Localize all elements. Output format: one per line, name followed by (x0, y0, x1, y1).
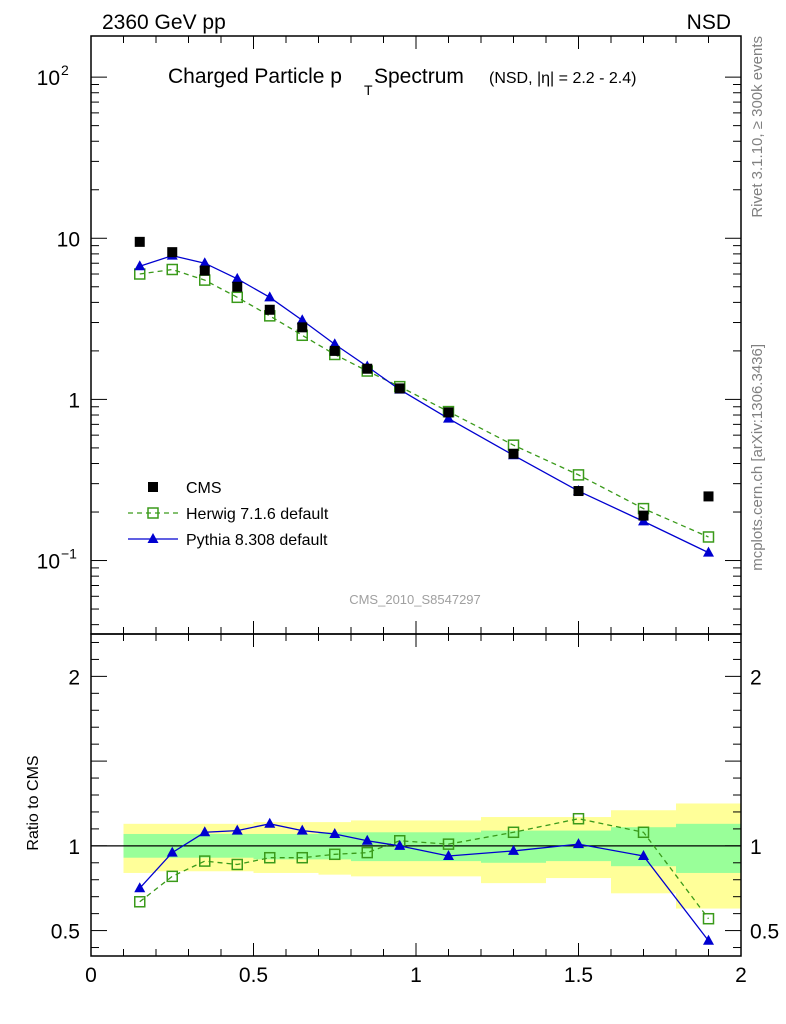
herwig-point (507, 826, 520, 839)
x-tick-label: 0.5 (239, 964, 268, 987)
pythia-point (231, 824, 243, 835)
ratio-ylabel: Ratio to CMS (25, 755, 42, 850)
pythia-point (573, 838, 584, 849)
herwig-point (231, 291, 243, 304)
cms-point (297, 322, 308, 333)
pythia-point (443, 412, 454, 423)
pythia-point (394, 839, 406, 850)
herwig-point (329, 848, 341, 861)
herwig-point (361, 846, 373, 859)
watermark: CMS_2010_S8547297 (349, 592, 481, 607)
legend-pythia-label: Pythia 8.308 default (186, 532, 328, 549)
cms-point (443, 407, 454, 418)
header-right: NSD (687, 11, 731, 34)
y-tick-label-right: 0.5 (750, 921, 779, 944)
chart-title: Charged Particle p (168, 65, 342, 88)
band-inner (676, 823, 741, 873)
legend-pythia-marker (147, 533, 159, 543)
pythia-point (329, 827, 341, 838)
pythia-point (264, 817, 276, 828)
herwig-line (139, 268, 709, 538)
pythia-point (329, 338, 341, 349)
cms-point (199, 265, 210, 276)
pythia-point (264, 291, 276, 302)
legend-cms-marker (148, 482, 158, 492)
pythia-point (166, 846, 178, 857)
chart-title-rest: Spectrum (374, 65, 464, 88)
y-tick-label-right: 1 (750, 836, 762, 859)
pythia-line (139, 254, 709, 554)
cms-point (703, 491, 714, 502)
legend-cms-label: CMS (186, 480, 222, 497)
pythia-point (296, 314, 308, 325)
y-tick-label: 10 (37, 551, 60, 574)
herwig-point (296, 851, 308, 864)
cms-point (134, 236, 145, 247)
y-tick-exponent: 2 (61, 62, 69, 78)
y-tick-label: 1 (68, 836, 80, 859)
herwig-point (637, 826, 650, 839)
herwig-point (702, 531, 715, 543)
x-tick-label: 2 (735, 964, 747, 987)
ratio-frame (90, 633, 742, 957)
pythia-point (134, 260, 146, 271)
cms-point (573, 486, 584, 497)
pythia-point (703, 546, 714, 557)
herwig-point (199, 855, 211, 867)
pythia-point (231, 272, 243, 283)
cms-point (638, 510, 649, 521)
herwig-point (702, 912, 715, 925)
pythia-point (296, 824, 308, 835)
pythia-point (199, 826, 211, 837)
pythia-point (361, 834, 373, 845)
pythia-point (703, 934, 714, 945)
rivet-label: Rivet 3.1.10, ≥ 300k events (749, 36, 766, 218)
herwig-point (572, 469, 585, 481)
legend-herwig-label: Herwig 7.1.6 default (186, 506, 329, 523)
header-left: 2360 GeV pp (102, 11, 226, 34)
pythia-point (638, 850, 649, 861)
herwig-point (572, 812, 585, 825)
band-inner (286, 833, 319, 860)
cms-point (264, 304, 275, 315)
pythia-point (443, 850, 454, 861)
x-tick-label: 1 (410, 964, 422, 987)
x-tick-label: 0 (85, 964, 97, 987)
pythia-point (134, 882, 146, 893)
cms-point (362, 363, 373, 374)
pythia-line (139, 823, 710, 942)
herwig-point (442, 838, 455, 850)
y-tick-label: 0.5 (51, 921, 80, 944)
cms-point (508, 448, 519, 459)
herwig-point (166, 870, 178, 883)
chart-title-subscript: T (364, 82, 373, 98)
legend-herwig-marker (147, 507, 159, 519)
mcplots-label: mcplots.cern.ch [arXiv:1306.3436] (749, 344, 766, 571)
y-tick-label: 10 (57, 228, 80, 251)
band-inner (253, 833, 286, 860)
y-tick-label: 2 (68, 666, 80, 689)
cms-point (394, 383, 405, 394)
herwig-point (264, 851, 276, 864)
pythia-point (199, 257, 211, 268)
herwig-point (231, 858, 243, 871)
x-tick-label: 1.5 (564, 964, 593, 987)
cms-point (329, 345, 340, 356)
cms-point (167, 247, 178, 258)
herwig-point (134, 896, 146, 908)
cms-point (232, 281, 243, 292)
y-tick-exponent: −1 (61, 546, 77, 562)
pythia-point (508, 844, 519, 855)
chart-title-note: (NSD, |η| = 2.2 - 2.4) (489, 70, 636, 87)
herwig-point (166, 263, 178, 276)
y-tick-label: 1 (68, 389, 80, 412)
y-tick-label: 10 (37, 67, 60, 90)
y-tick-label-right: 2 (750, 666, 762, 689)
